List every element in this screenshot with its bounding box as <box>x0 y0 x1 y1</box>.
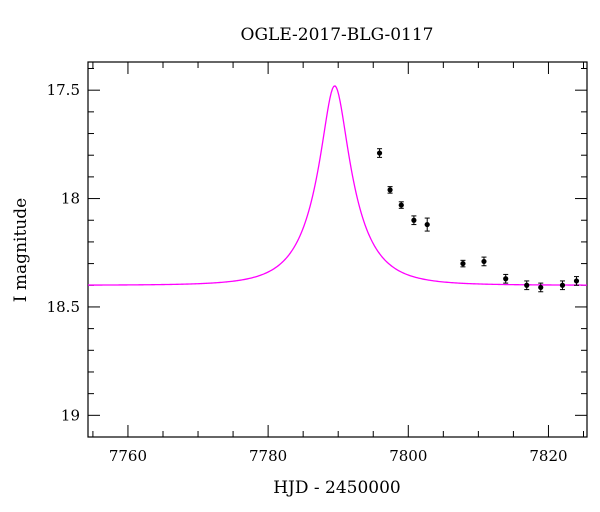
x-tick-label: 7780 <box>249 447 287 465</box>
model-curve-layer <box>88 85 588 286</box>
data-point <box>460 259 466 268</box>
data-point <box>573 276 580 286</box>
point-marker <box>481 258 487 265</box>
point-marker <box>376 150 383 156</box>
point-marker <box>387 187 393 193</box>
point-marker <box>573 278 580 284</box>
point-marker <box>424 221 430 228</box>
point-marker <box>398 202 404 208</box>
data-point <box>559 280 566 291</box>
x-axis-label: HJD - 2450000 <box>273 478 401 498</box>
x-tick-label: 7820 <box>529 447 567 465</box>
data-point <box>376 148 383 158</box>
data-point <box>387 186 393 194</box>
point-marker <box>559 282 566 288</box>
x-tick-label: 7800 <box>389 447 427 465</box>
data-point <box>524 280 530 291</box>
plot-frame <box>87 61 588 438</box>
model-curve <box>88 85 588 286</box>
tick-labels: 7760 7780 7800 7820 17.5 18 18.5 19 <box>47 81 568 465</box>
y-tick-label: 17.5 <box>47 81 80 99</box>
data-point <box>481 256 487 267</box>
data-point <box>424 217 430 232</box>
point-marker <box>538 284 544 291</box>
point-marker <box>411 217 417 223</box>
chart-title: OGLE-2017-BLG-0117 <box>241 25 434 45</box>
x-tick-label: 7760 <box>109 447 147 465</box>
point-marker <box>524 282 530 288</box>
y-tick-label: 18.5 <box>47 298 80 316</box>
y-tick-label: 19 <box>61 406 80 424</box>
data-points-layer <box>376 148 580 293</box>
point-marker <box>460 260 466 267</box>
data-point <box>398 201 404 209</box>
point-marker <box>503 276 509 282</box>
plot-axes <box>87 61 588 438</box>
y-axis-label: I magnitude <box>11 198 31 302</box>
data-point <box>538 282 544 293</box>
y-tick-label: 18 <box>61 190 80 208</box>
data-point <box>411 215 417 226</box>
data-point <box>503 273 509 284</box>
